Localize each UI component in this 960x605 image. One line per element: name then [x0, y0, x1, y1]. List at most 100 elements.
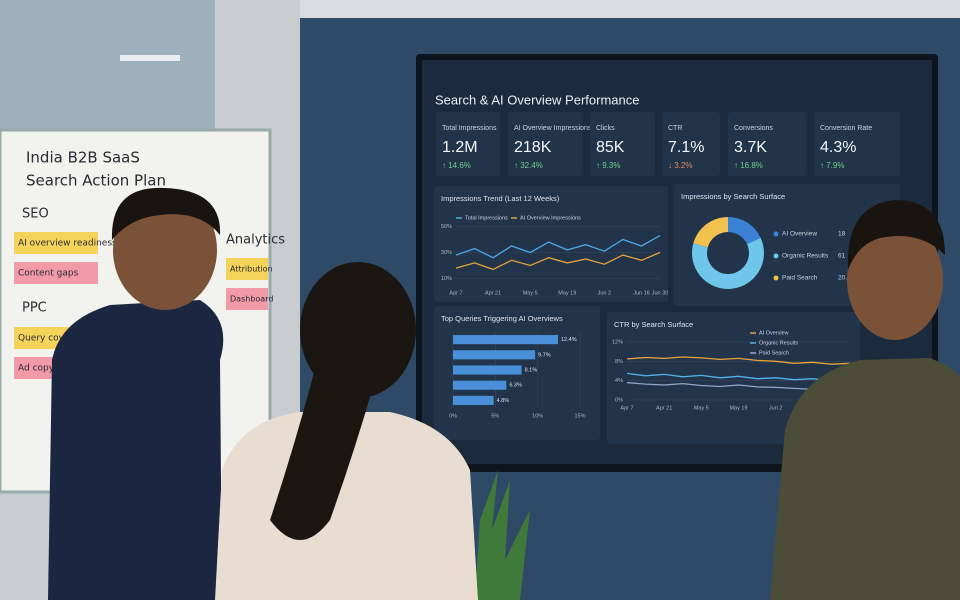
legend-swatch	[773, 253, 779, 259]
woman-hair	[270, 330, 375, 540]
y-tick-label: 10%	[441, 276, 452, 282]
dashboard-title: Search & AI Overview Performance	[435, 92, 639, 107]
y-tick-label: 0%	[615, 397, 623, 403]
x-tick-label: Jun 2	[769, 405, 782, 411]
pie-slice	[692, 237, 765, 290]
whiteboard-content: India B2B SaaS Search Action Plan SEO AI …	[14, 149, 285, 379]
kpi-card	[508, 112, 582, 176]
ceiling-light	[120, 55, 180, 61]
chart-title: Top Queries Triggering AI Overviews	[441, 314, 563, 323]
ceiling	[300, 0, 960, 18]
kpi-card	[814, 112, 900, 176]
x-tick-label: May 19	[558, 290, 576, 296]
x-tick-label: May 5	[694, 405, 709, 411]
man-right-hair	[847, 200, 945, 270]
wb-title: India B2B SaaS	[26, 149, 140, 167]
sticky-text: Dashboard	[230, 295, 273, 304]
wb-heading: PPC	[22, 301, 47, 316]
x-tick-label: Jun 30	[652, 290, 669, 296]
chart-title: CTR by Search Surface	[614, 320, 693, 329]
sticky-text: Attribution	[230, 265, 273, 274]
kpi-value: 7.1%	[668, 139, 704, 156]
kpi-card	[436, 112, 500, 176]
value-label: 18	[838, 231, 846, 238]
x-tick-label: Apr 21	[485, 290, 501, 296]
value-label: 20.5	[838, 275, 851, 282]
man-left-head	[113, 190, 217, 310]
kpi-label: Total Impressions	[442, 125, 497, 132]
pie-slice	[728, 217, 761, 245]
sticky-text: Query coverage	[18, 334, 90, 344]
series-line	[455, 235, 661, 259]
kpi-change: ↑ 14.6%	[442, 161, 471, 170]
kpi-change: ↓ 3.2%	[668, 161, 692, 170]
value-label: 61	[838, 253, 846, 260]
pie-slice	[693, 217, 728, 248]
kpi-value: 218K	[514, 139, 552, 156]
kpi-change: ↑ 9.3%	[596, 161, 620, 170]
legend-label: Paid Search	[759, 350, 789, 356]
x-tick-label: 15%	[574, 413, 585, 419]
wb-heading: Analytics	[226, 233, 285, 248]
x-tick-label: May 19	[729, 405, 747, 411]
bar	[453, 350, 536, 360]
bar	[453, 335, 558, 345]
y-tick-label: 50%	[441, 224, 452, 230]
series-line	[626, 356, 851, 365]
plant	[475, 470, 530, 600]
kpi-label: Clicks	[596, 125, 615, 132]
man-left-hair	[111, 187, 221, 240]
sticky-note	[14, 232, 98, 254]
value-label: 6.3%	[509, 383, 522, 389]
kpi-label: Conversion Rate	[820, 125, 872, 132]
sticky-note	[226, 288, 268, 310]
bar	[453, 380, 507, 390]
kpi-value: 85K	[596, 139, 625, 156]
kpi-change: ↑ 32.4%	[514, 161, 543, 170]
series-line	[626, 372, 851, 382]
kpi-value: 1.2M	[442, 139, 478, 156]
chart-title: Impressions Trend (Last 12 Weeks)	[441, 194, 560, 203]
wb-heading: SEO	[22, 207, 49, 222]
legend-label: Organic Results	[759, 340, 798, 346]
sticky-text: Ad copy tests	[18, 364, 79, 374]
sticky-note	[226, 258, 268, 280]
woman-top	[215, 412, 478, 600]
legend-swatch	[773, 275, 779, 281]
x-tick-label: Apr 7	[449, 290, 462, 296]
legend-label: Organic Results	[782, 253, 829, 260]
sticky-note	[14, 262, 98, 284]
x-tick-label: Jun 16	[633, 290, 650, 296]
value-label: 4.8%	[497, 398, 510, 404]
sticky-text: AI overview readiness	[18, 239, 117, 249]
kpi-label: Conversions	[734, 125, 773, 132]
value-label: 8.1%	[525, 367, 538, 373]
x-tick-label: Apr 7	[620, 405, 633, 411]
x-tick-label: May 5	[523, 290, 538, 296]
x-tick-label: 5%	[491, 413, 499, 419]
man-right-head	[847, 220, 943, 340]
kpi-value: 3.7K	[734, 139, 767, 156]
kpi-change: ↑ 16.8%	[734, 161, 763, 170]
kpi-change: ↑ 7.9%	[820, 161, 844, 170]
window	[0, 0, 215, 140]
wb-subtitle: Search Action Plan	[26, 172, 166, 190]
x-tick-label: 10%	[532, 413, 543, 419]
chart-title: Impressions by Search Surface	[681, 192, 785, 201]
y-tick-label: 12%	[612, 339, 623, 345]
kpi-card	[590, 112, 655, 176]
kpi-card	[662, 112, 720, 176]
legend-swatch	[773, 231, 779, 237]
kpi-value: 4.3%	[820, 139, 856, 156]
man-right-shirt	[770, 358, 960, 600]
dashboard: Total Impressions 1.2M ↑ 14.6% AI Overview …	[434, 112, 900, 444]
y-tick-label: 4%	[615, 378, 623, 384]
kpi-card	[728, 112, 806, 176]
people	[48, 187, 960, 600]
value-label: 12.4%	[561, 337, 577, 343]
legend-label: Total Impressions	[465, 215, 508, 221]
legend-label: AI Overview	[782, 231, 817, 238]
y-tick-label: 30%	[441, 250, 452, 256]
